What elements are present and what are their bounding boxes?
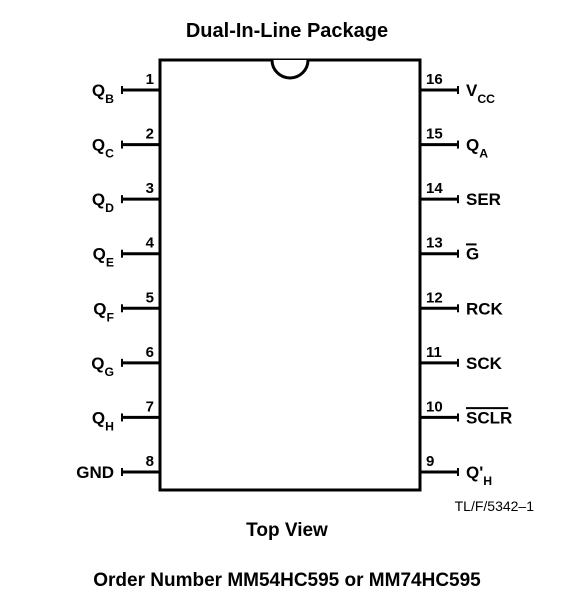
svg-text:6: 6 bbox=[146, 344, 154, 361]
svg-text:1: 1 bbox=[146, 71, 154, 88]
view-label: Top View bbox=[0, 520, 574, 542]
svg-text:QH: QH bbox=[92, 408, 114, 433]
svg-text:2: 2 bbox=[146, 126, 154, 143]
svg-text:SCLR: SCLR bbox=[466, 408, 512, 427]
svg-text:14: 14 bbox=[426, 180, 443, 197]
svg-text:QG: QG bbox=[91, 354, 114, 379]
svg-text:11: 11 bbox=[426, 344, 442, 361]
svg-text:RCK: RCK bbox=[466, 299, 504, 318]
svg-text:G: G bbox=[466, 245, 479, 264]
svg-text:VCC: VCC bbox=[466, 81, 495, 106]
svg-text:QD: QD bbox=[92, 190, 114, 215]
svg-text:5: 5 bbox=[146, 289, 154, 306]
svg-text:12: 12 bbox=[426, 289, 443, 306]
svg-text:3: 3 bbox=[146, 180, 154, 197]
svg-text:8: 8 bbox=[146, 453, 154, 470]
svg-text:4: 4 bbox=[146, 235, 155, 252]
drawing-code: TL/F/5342–1 bbox=[455, 498, 534, 514]
svg-text:SCK: SCK bbox=[466, 354, 503, 373]
svg-text:15: 15 bbox=[426, 126, 443, 143]
svg-text:QC: QC bbox=[92, 136, 114, 161]
svg-text:QB: QB bbox=[92, 81, 114, 106]
svg-text:Q'H: Q'H bbox=[466, 463, 492, 488]
svg-text:SER: SER bbox=[466, 190, 501, 209]
order-number: Order Number MM54HC595 or MM74HC595 bbox=[0, 570, 574, 592]
svg-text:13: 13 bbox=[426, 235, 443, 252]
svg-text:7: 7 bbox=[146, 398, 154, 415]
svg-text:GND: GND bbox=[76, 463, 114, 482]
svg-text:QF: QF bbox=[93, 299, 114, 324]
svg-text:QE: QE bbox=[93, 245, 114, 270]
svg-text:9: 9 bbox=[426, 453, 434, 470]
svg-text:10: 10 bbox=[426, 398, 443, 415]
svg-text:16: 16 bbox=[426, 71, 443, 88]
pinout-diagram: Dual-In-Line Package 1QB2QC3QD4QE5QF6QG7… bbox=[0, 0, 574, 612]
svg-text:QA: QA bbox=[466, 136, 488, 161]
